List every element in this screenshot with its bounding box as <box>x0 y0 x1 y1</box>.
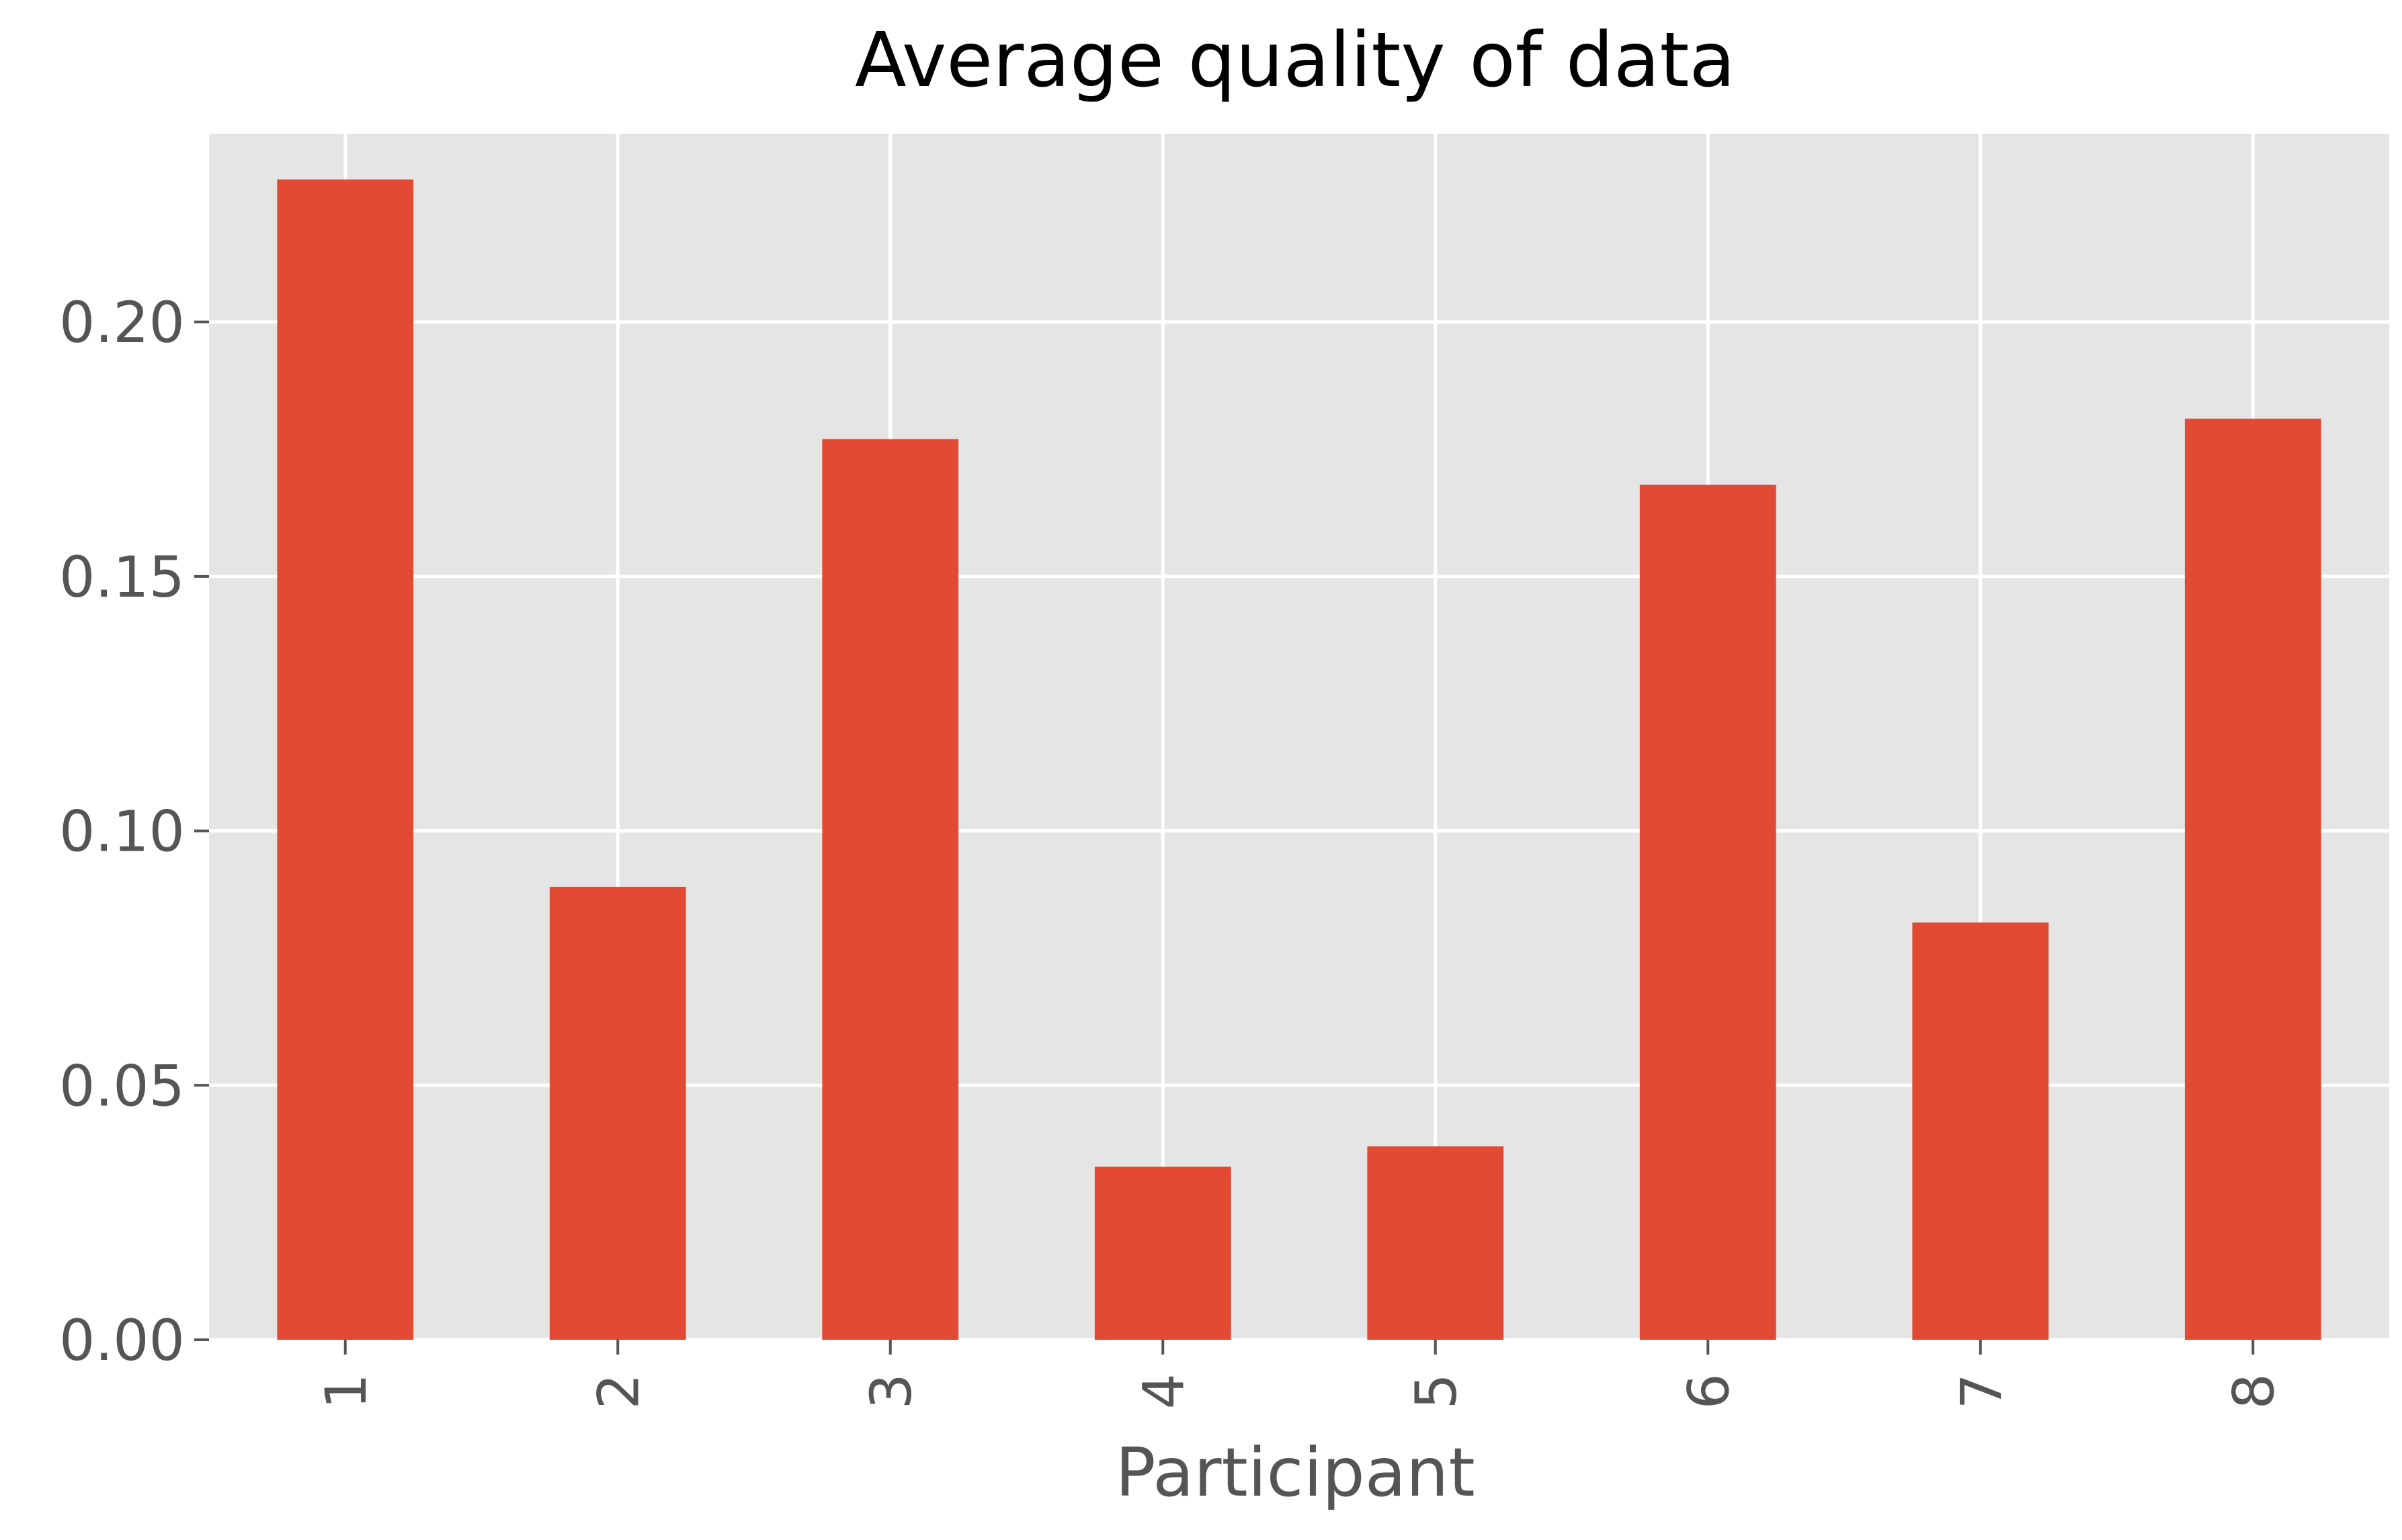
x-tick-label: 5 <box>1403 1373 1469 1409</box>
y-tick-label: 0.05 <box>59 1053 185 1119</box>
y-tick-label: 0.20 <box>59 290 185 355</box>
x-tick-label: 3 <box>858 1373 924 1409</box>
bars <box>277 179 2321 1340</box>
bar-participant-3 <box>822 439 959 1340</box>
x-tick-label: 4 <box>1130 1373 1196 1409</box>
x-tick-label: 7 <box>1948 1373 2014 1409</box>
x-axis-label: Participant <box>1115 1433 1475 1512</box>
x-tick-label: 2 <box>585 1373 651 1409</box>
x-tick-label: 6 <box>1675 1373 1741 1409</box>
bar-participant-7 <box>1912 922 2049 1340</box>
y-axis-ticks: 0.00 0.05 0.10 0.15 0.20 <box>59 290 209 1373</box>
bar-participant-4 <box>1094 1166 1231 1340</box>
bar-participant-5 <box>1367 1146 1504 1340</box>
bar-participant-2 <box>549 886 686 1340</box>
bar-participant-8 <box>2184 419 2321 1340</box>
y-tick-label: 0.15 <box>59 544 185 610</box>
x-axis-ticks: 1 2 3 4 5 6 7 8 <box>313 1340 2286 1409</box>
y-tick-label: 0.10 <box>59 799 185 865</box>
plot-area <box>209 134 2389 1340</box>
bar-participant-6 <box>1639 484 1776 1340</box>
chart-title: Average quality of data <box>855 17 1735 104</box>
x-tick-label: 8 <box>2221 1373 2286 1409</box>
bar-participant-1 <box>277 179 414 1340</box>
x-tick-label: 1 <box>313 1373 379 1409</box>
y-tick-label: 0.00 <box>59 1308 185 1373</box>
